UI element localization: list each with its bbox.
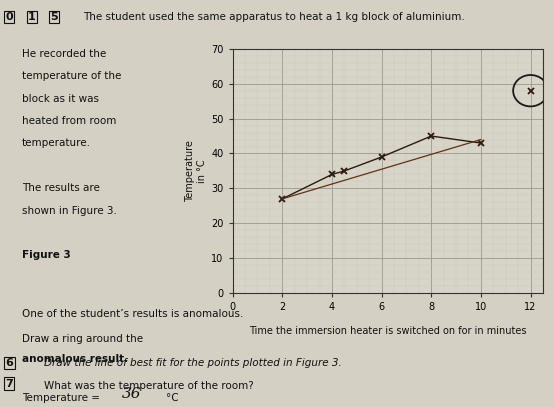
Text: 0: 0 (6, 12, 13, 22)
Text: block as it was: block as it was (22, 94, 99, 104)
Text: One of the student’s results is anomalous.: One of the student’s results is anomalou… (22, 309, 244, 319)
Text: °C: °C (166, 393, 179, 403)
Text: Draw a ring around the: Draw a ring around the (22, 334, 147, 344)
Text: What was the temperature of the room?: What was the temperature of the room? (44, 381, 254, 391)
Text: shown in Figure 3.: shown in Figure 3. (22, 206, 117, 216)
Text: He recorded the: He recorded the (22, 49, 106, 59)
Text: 6: 6 (6, 358, 13, 368)
Text: 1: 1 (28, 12, 35, 22)
Text: The student used the same apparatus to heat a 1 kg block of aluminium.: The student used the same apparatus to h… (83, 12, 465, 22)
Text: Time the immersion heater is switched on for in minutes: Time the immersion heater is switched on… (249, 326, 526, 336)
Y-axis label: Temperature
in °C: Temperature in °C (186, 140, 207, 202)
Text: The results are: The results are (22, 183, 100, 193)
Text: temperature.: temperature. (22, 138, 91, 149)
Text: Temperature =: Temperature = (22, 393, 104, 403)
Text: Draw the line of best fit for the points plotted in Figure 3.: Draw the line of best fit for the points… (44, 358, 342, 368)
Text: temperature of the: temperature of the (22, 71, 121, 81)
Text: 5: 5 (50, 12, 58, 22)
Text: 36: 36 (122, 387, 141, 401)
Text: anomalous result.: anomalous result. (22, 354, 129, 364)
Text: heated from room: heated from room (22, 116, 116, 126)
Text: 7: 7 (6, 379, 13, 389)
Text: Figure 3: Figure 3 (22, 250, 71, 260)
